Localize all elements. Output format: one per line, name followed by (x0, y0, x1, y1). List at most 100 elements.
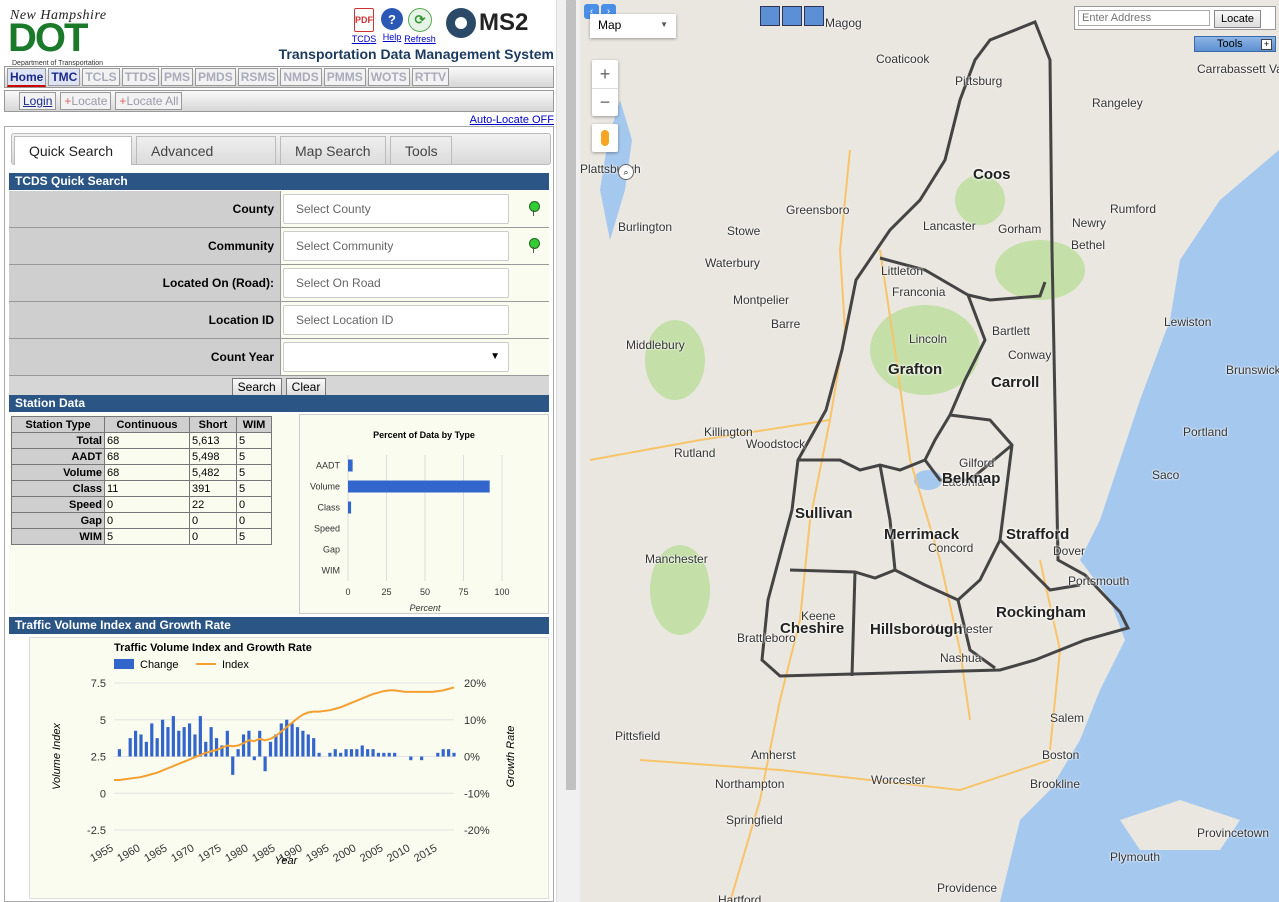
x-tick-label: 1975 (196, 842, 223, 865)
tab-tools[interactable]: Tools (390, 136, 452, 164)
locate-label: Locate (71, 94, 108, 108)
pan-tool-icon[interactable] (760, 6, 780, 26)
nav-wots[interactable]: WOTS (367, 68, 410, 86)
change-bar (247, 730, 251, 757)
map-tools-toggle[interactable]: Tools + (1194, 36, 1276, 52)
location-id-select[interactable]: Select Location ID (283, 305, 509, 335)
map-pin-icon[interactable] (529, 238, 540, 253)
zoom-box-icon[interactable]: ⌕ (618, 164, 634, 180)
module-nav: Home TMC TCLS TTDS PMS PMDS RSMS NMDS PM… (4, 66, 554, 88)
change-bar (171, 716, 175, 757)
road-cell: Select On Road (281, 265, 549, 301)
highway-91 (729, 149, 851, 902)
map-place-label: Bethel (1071, 238, 1106, 252)
change-bar (177, 730, 181, 757)
change-bar (349, 749, 354, 757)
table-row: Speed 0 22 0 (11, 496, 272, 513)
login-button[interactable]: Login (19, 92, 57, 110)
map-view[interactable]: Magog Coaticook Pittsburg Carrabassett Vall… (580, 0, 1279, 902)
column-header: Short (189, 416, 237, 433)
tab-advanced-search[interactable]: Advanced Search (136, 136, 276, 187)
y-right-tick-label: -10% (464, 788, 490, 800)
change-bar (409, 756, 413, 761)
map-county-label: Rockingham (996, 604, 1087, 621)
change-bar (214, 738, 219, 757)
zoom-out-button[interactable]: − (599, 92, 611, 112)
map-pin-icon[interactable] (529, 201, 540, 216)
nav-tmc[interactable]: TMC (48, 68, 81, 86)
traffic-volume-chart: Traffic Volume Index and Growth Rate Chan… (29, 637, 549, 899)
tcds-pdf-link[interactable]: PDF TCDS (352, 8, 376, 44)
auto-locate-toggle[interactable]: Auto-Locate OFF (469, 114, 554, 126)
x-tick-label: 50 (420, 587, 430, 597)
search-tabs: Quick Search Advanced Search Map Search … (11, 133, 551, 187)
help-label: Help (382, 32, 402, 42)
nav-rttv[interactable]: RTTV (411, 68, 450, 86)
y-left-tick-label: 7.5 (91, 678, 106, 690)
road-select[interactable]: Select On Road (283, 268, 509, 298)
tab-quick-search[interactable]: Quick Search (14, 136, 132, 165)
locate-button[interactable]: +Locate (60, 92, 112, 110)
count-year-select[interactable]: ▼ (283, 342, 509, 372)
nav-pms[interactable]: PMS (161, 68, 194, 86)
map-canvas (589, 20, 1279, 902)
lake-area (600, 100, 632, 240)
locate-all-button[interactable]: +Locate All (115, 92, 183, 110)
map-place-label: Killington (704, 425, 753, 439)
search-button[interactable]: Search (231, 378, 282, 396)
nav-pmds[interactable]: PMDS (195, 68, 236, 86)
nav-ttds[interactable]: TTDS (121, 68, 160, 86)
street-view-pegman[interactable] (592, 124, 618, 152)
change-bar (447, 749, 451, 757)
map-place-label: Brunswick (1226, 363, 1279, 377)
tab-map-search[interactable]: Map Search (280, 136, 386, 164)
locate-address-button[interactable]: Locate (1214, 10, 1262, 28)
map-place-label: Nashua (940, 651, 982, 665)
count-year-cell: ▼ (281, 339, 549, 375)
measure-tool-icon[interactable] (782, 6, 802, 26)
traffic-volume-header: Traffic Volume Index and Growth Rate (9, 617, 549, 634)
community-cell: Select Community (281, 228, 549, 264)
address-input[interactable] (1078, 10, 1210, 26)
county-cell: Select County (281, 191, 549, 227)
category-label: Gap (323, 545, 340, 555)
cell: 5 (104, 528, 190, 545)
county-border (879, 256, 1047, 302)
change-bar (133, 730, 138, 757)
change-bar (366, 749, 370, 757)
clear-button[interactable]: Clear (285, 378, 327, 396)
y-right-axis-label: Growth Rate (505, 726, 517, 788)
map-county-label: Coos (973, 166, 1011, 183)
nav-home[interactable]: Home (7, 67, 47, 87)
community-select[interactable]: Select Community (283, 231, 509, 261)
percent-by-type-svg: Percent of Data by Type 0 25 50 75 100 AADT Vol… (310, 430, 510, 613)
legend-swatch-change (114, 659, 134, 669)
search-panel: Quick Search Advanced Search Map Search … (4, 126, 554, 902)
refresh-link[interactable]: ⟳ Refresh (404, 8, 436, 44)
row-label: Class (11, 480, 105, 497)
map-place-label: Lincoln (909, 332, 948, 346)
county-select[interactable]: Select County (283, 194, 509, 224)
map-place-label: Manchester (930, 622, 993, 636)
zoom-in-button[interactable]: + (592, 60, 618, 89)
map-place-label: Laconia (942, 475, 985, 489)
logo-line3: Department of Transportation (12, 60, 104, 67)
y-left-tick-label: 2.5 (91, 752, 106, 764)
change-bar (301, 730, 305, 757)
nav-nmds[interactable]: NMDS (280, 68, 322, 86)
table-row: AADT 68 5,498 5 (11, 448, 272, 465)
left-panel-scrollbar[interactable] (566, 0, 576, 790)
map-county-label: Cheshire (780, 620, 845, 637)
help-link[interactable]: ? Help (380, 8, 404, 44)
map-type-select[interactable]: Map ▼ (590, 14, 676, 38)
nav-rsms[interactable]: RSMS (237, 68, 279, 86)
cell: 0 (189, 512, 237, 529)
print-tool-icon[interactable] (804, 6, 824, 26)
highway-89 (589, 419, 831, 461)
bar (348, 501, 352, 514)
chevron-down-icon: ▼ (660, 20, 668, 29)
nav-tcls[interactable]: TCLS (82, 68, 120, 86)
map-place-label: Rangeley (1092, 96, 1143, 110)
nav-pmms[interactable]: PMMS (323, 68, 366, 86)
county-border (923, 443, 1013, 482)
